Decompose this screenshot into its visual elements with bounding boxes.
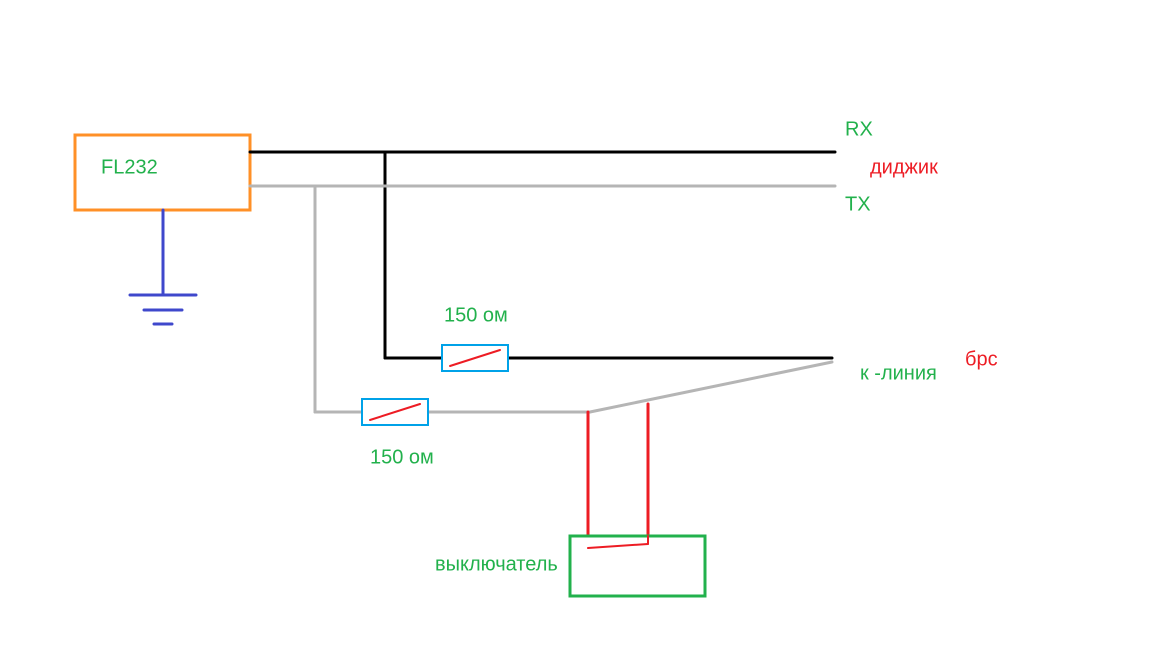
wire-gray-4 bbox=[590, 362, 832, 412]
label-switch_lbl: выключатель bbox=[435, 553, 558, 575]
circuit-diagram: FL232 RX TX диджик 150 ом 150 ом к -линия брс вы… bbox=[0, 0, 1152, 648]
label-rx: RX bbox=[845, 118, 873, 140]
label-r1_label: 150 ом bbox=[444, 304, 508, 326]
label-didjik: диджик bbox=[870, 156, 938, 178]
label-brs: брс bbox=[965, 348, 998, 370]
switch-contact-lever bbox=[588, 544, 648, 548]
label-r2_label: 150 ом bbox=[370, 446, 434, 468]
label-tx: TX bbox=[845, 193, 871, 215]
label-k_line: к -линия bbox=[860, 362, 937, 384]
label-fl232: FL232 bbox=[101, 156, 158, 178]
